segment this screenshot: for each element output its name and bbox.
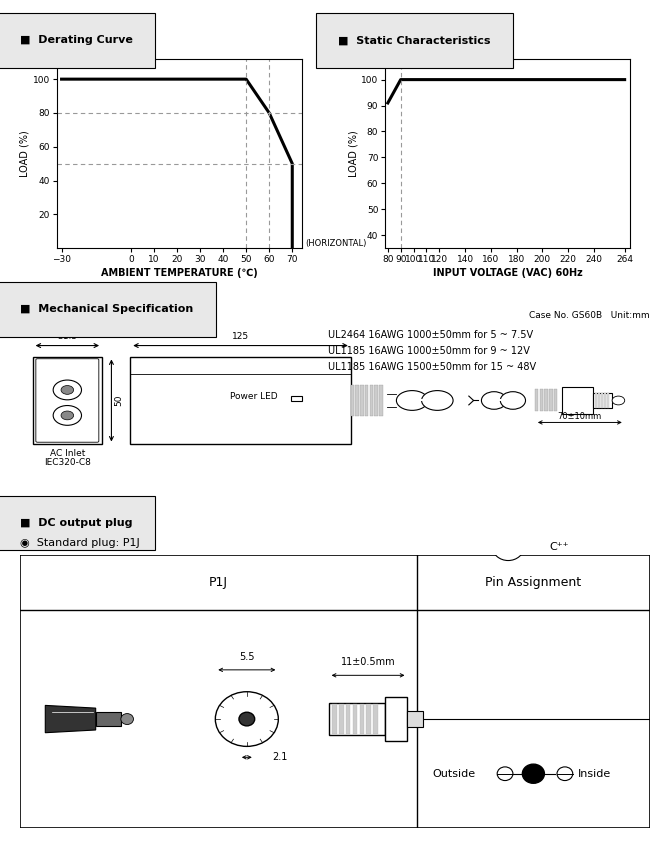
FancyBboxPatch shape <box>36 359 99 442</box>
Text: 50: 50 <box>115 394 123 406</box>
Text: P1J: P1J <box>209 576 228 589</box>
Bar <box>365 385 369 415</box>
Circle shape <box>612 396 624 405</box>
Bar <box>370 385 373 415</box>
Y-axis label: LOAD (%): LOAD (%) <box>20 130 30 177</box>
Bar <box>595 393 597 408</box>
Circle shape <box>497 767 513 780</box>
Bar <box>554 389 557 411</box>
Text: ■  Derating Curve: ■ Derating Curve <box>20 35 133 45</box>
Bar <box>385 697 407 741</box>
Bar <box>598 393 600 408</box>
Y-axis label: LOAD (%): LOAD (%) <box>348 130 358 177</box>
Circle shape <box>53 405 82 426</box>
Bar <box>291 396 302 401</box>
Bar <box>346 704 350 734</box>
Text: 31.5: 31.5 <box>57 332 78 341</box>
Bar <box>549 389 553 411</box>
Circle shape <box>557 767 573 780</box>
Text: (HORIZONTAL): (HORIZONTAL) <box>306 239 367 248</box>
Text: UL1185 16AWG 1500±50mm for 15 ~ 48V: UL1185 16AWG 1500±50mm for 15 ~ 48V <box>328 362 537 372</box>
Text: UL1185 16AWG 1000±50mm for 9 ~ 12V: UL1185 16AWG 1000±50mm for 9 ~ 12V <box>328 346 530 356</box>
Text: ■  DC output plug: ■ DC output plug <box>20 518 133 528</box>
Ellipse shape <box>397 390 428 410</box>
Bar <box>608 393 609 408</box>
Ellipse shape <box>500 392 525 410</box>
Text: Power LED: Power LED <box>230 392 277 400</box>
Text: IEC320-C8: IEC320-C8 <box>44 458 90 467</box>
Circle shape <box>53 380 82 399</box>
Circle shape <box>215 691 278 747</box>
Text: C⁺⁺: C⁺⁺ <box>549 542 569 552</box>
Bar <box>351 385 354 415</box>
Circle shape <box>492 533 524 561</box>
Circle shape <box>61 385 74 394</box>
Text: 125: 125 <box>232 332 249 341</box>
Text: 11±0.5mm: 11±0.5mm <box>341 657 395 667</box>
Bar <box>360 704 364 734</box>
Bar <box>360 385 364 415</box>
Text: Outside: Outside <box>433 769 476 779</box>
Bar <box>593 393 612 408</box>
Bar <box>356 385 359 415</box>
Text: 5.5: 5.5 <box>239 652 255 662</box>
Bar <box>407 711 423 727</box>
Text: Pin Assignment: Pin Assignment <box>485 576 582 589</box>
Text: ◉  Standard plug: P1J: ◉ Standard plug: P1J <box>20 538 140 548</box>
Text: 70±10mm: 70±10mm <box>557 412 602 421</box>
Text: 2.1: 2.1 <box>272 753 287 762</box>
Bar <box>535 389 539 411</box>
Text: ■  Mechanical Specification: ■ Mechanical Specification <box>20 304 194 315</box>
Circle shape <box>523 764 545 783</box>
Bar <box>604 393 606 408</box>
Bar <box>540 389 543 411</box>
X-axis label: INPUT VOLTAGE (VAC) 60Hz: INPUT VOLTAGE (VAC) 60Hz <box>433 268 582 278</box>
Bar <box>375 385 378 415</box>
X-axis label: AMBIENT TEMPERATURE (℃): AMBIENT TEMPERATURE (℃) <box>101 268 257 278</box>
Bar <box>601 393 603 408</box>
Bar <box>96 712 121 726</box>
Text: UL2464 16AWG 1000±50mm for 5 ~ 7.5V: UL2464 16AWG 1000±50mm for 5 ~ 7.5V <box>328 330 533 340</box>
Bar <box>332 704 336 734</box>
Bar <box>545 389 548 411</box>
Ellipse shape <box>482 392 507 410</box>
Text: Inside: Inside <box>578 769 611 779</box>
Circle shape <box>239 712 255 726</box>
Circle shape <box>121 713 133 725</box>
Bar <box>130 357 351 444</box>
Bar <box>329 703 385 735</box>
Bar <box>373 704 378 734</box>
Text: AC Inlet: AC Inlet <box>50 449 85 458</box>
Polygon shape <box>46 706 96 733</box>
Bar <box>561 388 593 414</box>
Bar <box>352 704 357 734</box>
Ellipse shape <box>421 390 453 410</box>
Text: Case No. GS60B   Unit:mm: Case No. GS60B Unit:mm <box>529 311 650 320</box>
Bar <box>366 704 371 734</box>
Text: ■  Static Characteristics: ■ Static Characteristics <box>338 35 491 45</box>
Bar <box>379 385 383 415</box>
Circle shape <box>61 411 74 420</box>
Bar <box>33 357 102 444</box>
Bar <box>339 704 344 734</box>
